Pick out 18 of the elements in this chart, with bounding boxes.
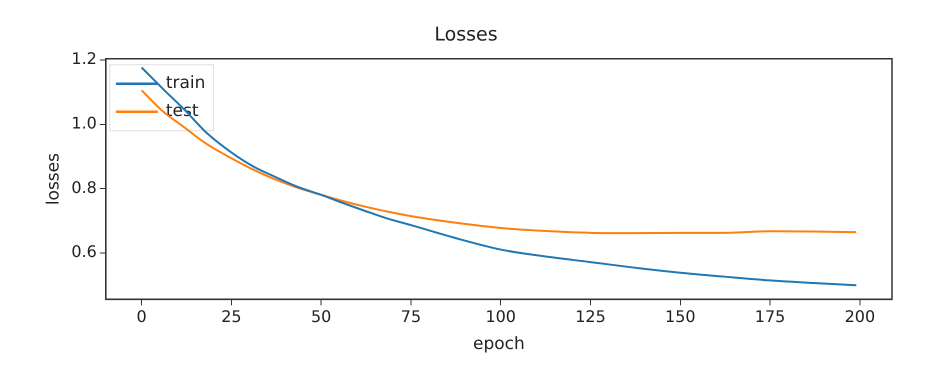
x-tick-label: 100 [485, 307, 516, 326]
x-tick-label: 150 [665, 307, 696, 326]
legend-label: train [166, 73, 206, 94]
y-tick-label: 1.0 [71, 114, 97, 133]
x-tick-label: 125 [575, 307, 606, 326]
line-series [140, 89, 858, 234]
x-tick-label: 25 [221, 307, 242, 326]
x-tick-label: 200 [844, 307, 876, 326]
y-tick-label: 0.8 [71, 178, 97, 197]
x-tick-label: 0 [136, 307, 147, 326]
y-tick-label: 1.2 [71, 49, 97, 68]
chart-title: Losses [434, 23, 498, 46]
x-tick-label: 175 [754, 307, 786, 326]
y-axis-title: losses [44, 152, 64, 206]
x-tick-label: 50 [310, 307, 332, 326]
x-axis-title: epoch [473, 334, 525, 354]
y-tick-label: 0.6 [71, 242, 97, 262]
x-tick-label: 75 [400, 307, 422, 326]
